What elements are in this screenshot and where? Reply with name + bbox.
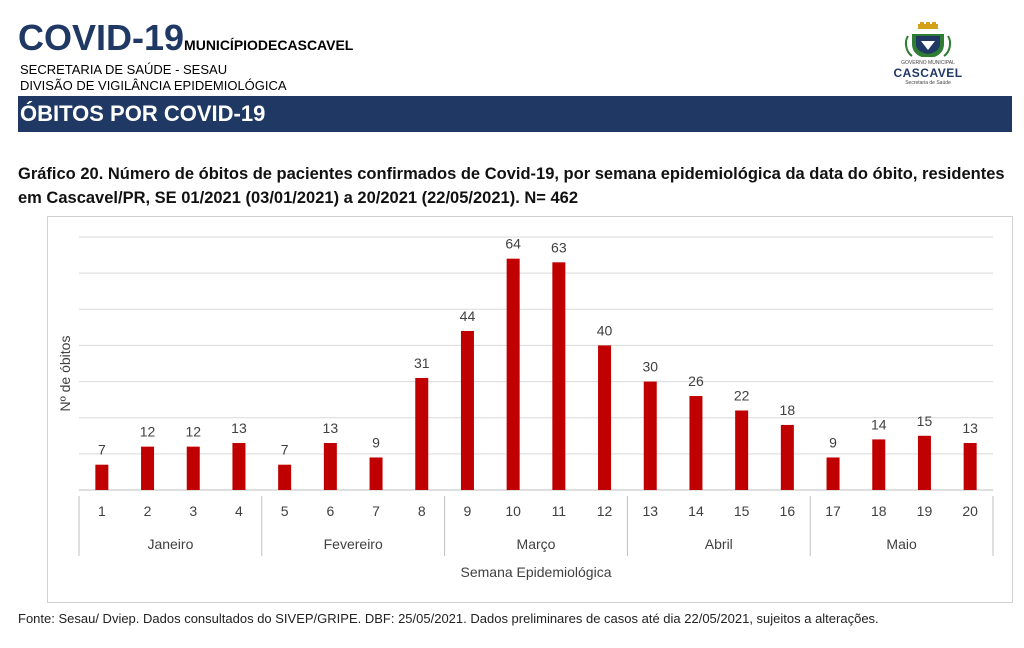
data-label: 9 [829,434,837,450]
x-tick-label: 1 [98,503,106,519]
x-tick-label: 10 [505,503,521,519]
logo-subtitle: GOVERNO MUNICIPAL [901,60,955,66]
data-label: 12 [185,424,201,440]
x-tick-label: 16 [780,503,796,519]
bar [872,439,886,490]
x-tick-label: 6 [326,503,334,519]
bar [232,443,246,490]
banner-title: ÓBITOS POR COVID-19 [20,101,266,126]
logo-name: CASCAVEL [893,66,963,80]
data-label: 13 [231,420,247,436]
x-tick-label: 15 [734,503,750,519]
bar [186,446,200,490]
header-covid: COVID-19 [18,17,185,58]
source-footnote: Fonte: Sesau/ Dviep. Dados consultados d… [18,611,879,626]
data-label: 9 [372,434,380,450]
chart-caption: Gráfico 20. Número de óbitos de paciente… [18,165,1005,207]
x-tick-label: 19 [917,503,933,519]
x-tick-label: 5 [281,503,289,519]
data-label: 13 [962,420,978,436]
data-label: 15 [917,413,933,429]
data-label: 7 [281,442,289,458]
data-label: 31 [414,355,430,371]
bar [826,457,840,490]
x-tick-label: 11 [552,503,567,519]
bar [917,435,931,490]
data-label: 14 [871,416,887,432]
month-label: Maio [886,536,917,552]
header-title: COVID-19MUNICÍPIODECASCAVEL [18,18,353,58]
x-tick-label: 2 [144,503,152,519]
x-tick-label: 4 [235,503,243,519]
x-tick-label: 7 [372,503,380,519]
x-tick-label: 17 [825,503,841,519]
data-label: 7 [98,442,106,458]
data-label: 40 [597,322,613,338]
data-label: 44 [460,308,476,324]
bar [415,377,429,490]
bar [643,381,657,490]
data-label: 18 [780,402,796,418]
x-tick-label: 3 [189,503,197,519]
bar-chart: 7 1 12 2 12 3 13 4 7 5 13 6 9 7 31 8 44 9 64 10 63 11 40 12 30 13… [57,236,994,580]
month-label: Fevereiro [324,536,383,552]
y-axis-title: Nº de óbitos [57,336,73,412]
bar [460,330,474,490]
x-tick-label: 20 [962,503,978,519]
bar [552,262,566,490]
bar [95,464,109,490]
bar [141,446,155,490]
bar [735,410,749,490]
data-label: 63 [551,239,567,255]
month-label: Março [517,536,556,552]
month-label: Abril [705,536,733,552]
bar [689,396,703,490]
chart-container: 7 1 12 2 12 3 13 4 7 5 13 6 9 7 31 8 44 9 64 10 63 11 40 12 30 13… [47,216,1013,603]
bar [369,457,383,490]
data-label: 12 [140,424,156,440]
x-tick-label: 14 [688,503,704,519]
month-label: Janeiro [147,536,193,552]
bar [963,443,977,490]
data-label: 26 [688,373,704,389]
header-divisao: DIVISÃO DE VIGILÂNCIA EPIDEMIOLÓGICA [20,78,287,93]
bar [323,443,337,490]
section-banner: ÓBITOS POR COVID-19 [18,96,1012,132]
bar [506,258,520,490]
cascavel-coat-of-arms-icon [904,22,952,57]
header-secretaria: SECRETARIA DE SAÚDE - SESAU [20,62,228,77]
data-label: 30 [642,359,658,375]
logo-sub2: Secretaria de Saúde [905,80,951,86]
x-tick-label: 13 [642,503,658,519]
x-tick-label: 12 [597,503,613,519]
bar [278,464,292,490]
data-label: 13 [323,420,339,436]
header-municipio: MUNICÍPIODECASCAVEL [184,37,354,53]
x-tick-label: 9 [464,503,472,519]
bar [780,424,794,490]
data-label: 64 [505,236,521,252]
x-axis-title: Semana Epidemiológica [461,564,612,580]
bar [598,345,612,490]
data-label: 22 [734,387,750,403]
x-tick-label: 18 [871,503,887,519]
x-tick-label: 8 [418,503,426,519]
